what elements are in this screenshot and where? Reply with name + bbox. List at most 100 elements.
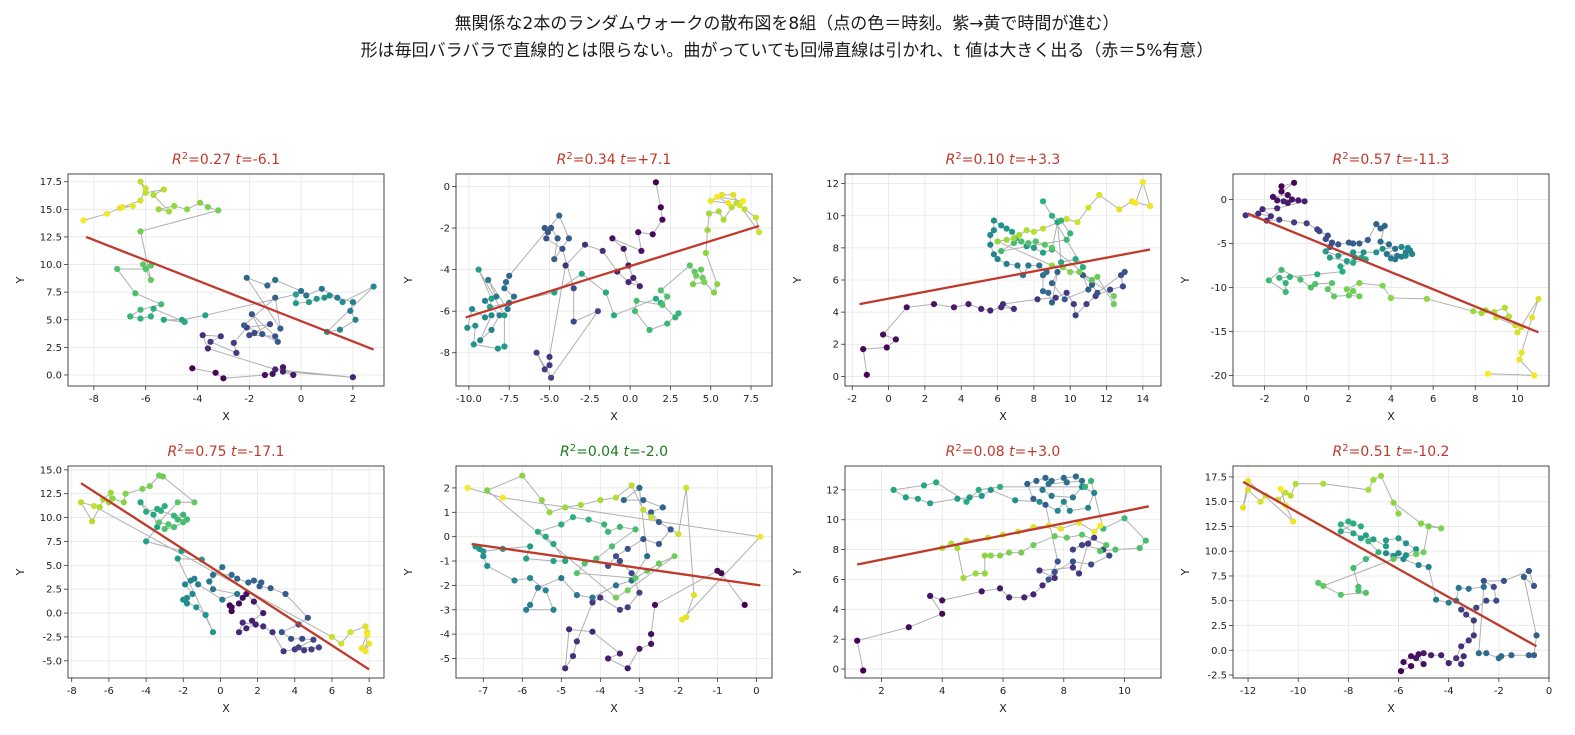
data-point bbox=[1425, 563, 1432, 571]
data-point bbox=[635, 229, 642, 236]
data-point bbox=[1303, 220, 1310, 227]
x-tick-label: 0 bbox=[298, 394, 304, 405]
data-point bbox=[1402, 552, 1410, 559]
y-tick-label: 7.5 bbox=[46, 537, 62, 548]
data-point bbox=[601, 521, 608, 528]
data-point bbox=[1480, 583, 1487, 591]
x-tick-label: -6 bbox=[141, 394, 151, 405]
x-tick-label: 6 bbox=[1000, 686, 1006, 697]
data-point bbox=[1278, 266, 1285, 273]
x-tick-label: -6 bbox=[517, 686, 527, 697]
data-point bbox=[636, 484, 643, 491]
data-point bbox=[1045, 576, 1052, 583]
data-point bbox=[1060, 498, 1067, 505]
data-point bbox=[987, 486, 994, 493]
data-point bbox=[259, 331, 266, 338]
data-point bbox=[612, 594, 620, 601]
data-point bbox=[349, 299, 356, 306]
data-point bbox=[336, 326, 344, 333]
data-point bbox=[978, 305, 985, 312]
data-point bbox=[1284, 192, 1291, 199]
data-point bbox=[1280, 198, 1287, 205]
data-point bbox=[1058, 217, 1065, 224]
data-point bbox=[854, 637, 861, 644]
data-point bbox=[1048, 492, 1055, 499]
data-point bbox=[181, 318, 188, 326]
data-point bbox=[651, 601, 659, 609]
x-tick-label: 10 bbox=[1118, 686, 1131, 697]
data-point bbox=[689, 281, 697, 288]
data-point bbox=[569, 514, 577, 521]
data-point bbox=[157, 507, 164, 514]
data-point bbox=[90, 503, 98, 510]
data-point bbox=[313, 295, 320, 302]
data-point bbox=[1269, 193, 1277, 200]
data-point bbox=[1395, 535, 1402, 542]
data-point bbox=[334, 294, 341, 301]
x-tick-label: 10 bbox=[1511, 394, 1524, 405]
panel-title: R2=0.10 t=+3.3 bbox=[946, 151, 1061, 168]
data-point bbox=[1484, 370, 1491, 377]
y-tick-label: 8 bbox=[833, 243, 839, 254]
data-point bbox=[707, 197, 714, 205]
data-point bbox=[1107, 286, 1114, 293]
data-point bbox=[1006, 594, 1013, 601]
data-point bbox=[477, 337, 484, 344]
data-point bbox=[546, 362, 553, 369]
data-point bbox=[1112, 546, 1119, 553]
regression-line bbox=[1247, 212, 1539, 334]
data-point bbox=[180, 596, 187, 603]
data-point bbox=[573, 638, 581, 645]
data-point bbox=[725, 200, 732, 207]
data-point bbox=[1373, 221, 1380, 228]
data-point bbox=[484, 562, 491, 570]
data-point bbox=[1402, 252, 1409, 259]
data-point bbox=[1147, 203, 1154, 210]
data-point bbox=[1458, 643, 1465, 650]
y-tick-label: 10.0 bbox=[1205, 547, 1227, 558]
x-axis-label: X bbox=[610, 702, 618, 715]
data-point bbox=[510, 293, 518, 300]
data-point bbox=[624, 587, 631, 594]
data-point bbox=[347, 307, 354, 314]
data-point bbox=[1066, 507, 1073, 514]
data-point bbox=[714, 193, 721, 200]
scatter-panel-2: -10.0 -7.5 -5.0 -2.5 0.0 2.5 5.0 7.5 -8 -6 -4 -2 0 X Y… bbox=[402, 151, 773, 423]
data-point bbox=[585, 516, 592, 523]
data-point bbox=[160, 316, 167, 323]
data-point bbox=[1054, 268, 1061, 276]
x-axis-label: X bbox=[222, 702, 230, 715]
data-point bbox=[1039, 198, 1047, 205]
data-point bbox=[1091, 534, 1098, 541]
data-point bbox=[501, 312, 508, 319]
data-point bbox=[137, 499, 144, 506]
data-point bbox=[1500, 577, 1507, 585]
scatter-panel-7: 2 4 6 8 10 0 2 4 6 8 10 12 X Y R2=0.08 t=+3.0 bbox=[791, 443, 1162, 715]
data-point bbox=[1535, 295, 1542, 302]
data-point bbox=[1063, 215, 1070, 223]
data-point bbox=[573, 592, 581, 599]
data-point bbox=[1473, 604, 1480, 611]
data-point bbox=[328, 633, 336, 641]
data-point bbox=[362, 623, 369, 630]
data-point bbox=[1470, 632, 1477, 639]
data-point bbox=[475, 266, 482, 273]
data-point bbox=[1277, 485, 1284, 492]
data-point bbox=[996, 585, 1004, 592]
data-point bbox=[1091, 528, 1098, 535]
data-point bbox=[1337, 591, 1344, 598]
data-point bbox=[655, 540, 663, 548]
data-point bbox=[241, 322, 248, 329]
data-point bbox=[239, 619, 246, 626]
data-point bbox=[930, 301, 938, 308]
panel-title: R2=0.57 t=-11.3 bbox=[1333, 151, 1450, 168]
data-point bbox=[1042, 501, 1049, 508]
data-point bbox=[1460, 653, 1467, 660]
data-point bbox=[1048, 212, 1056, 219]
data-point bbox=[1079, 264, 1086, 271]
data-point bbox=[269, 629, 276, 636]
y-tick-label: 10 bbox=[826, 515, 839, 526]
data-point bbox=[1097, 522, 1104, 529]
data-point bbox=[362, 648, 369, 655]
data-point bbox=[488, 312, 495, 319]
